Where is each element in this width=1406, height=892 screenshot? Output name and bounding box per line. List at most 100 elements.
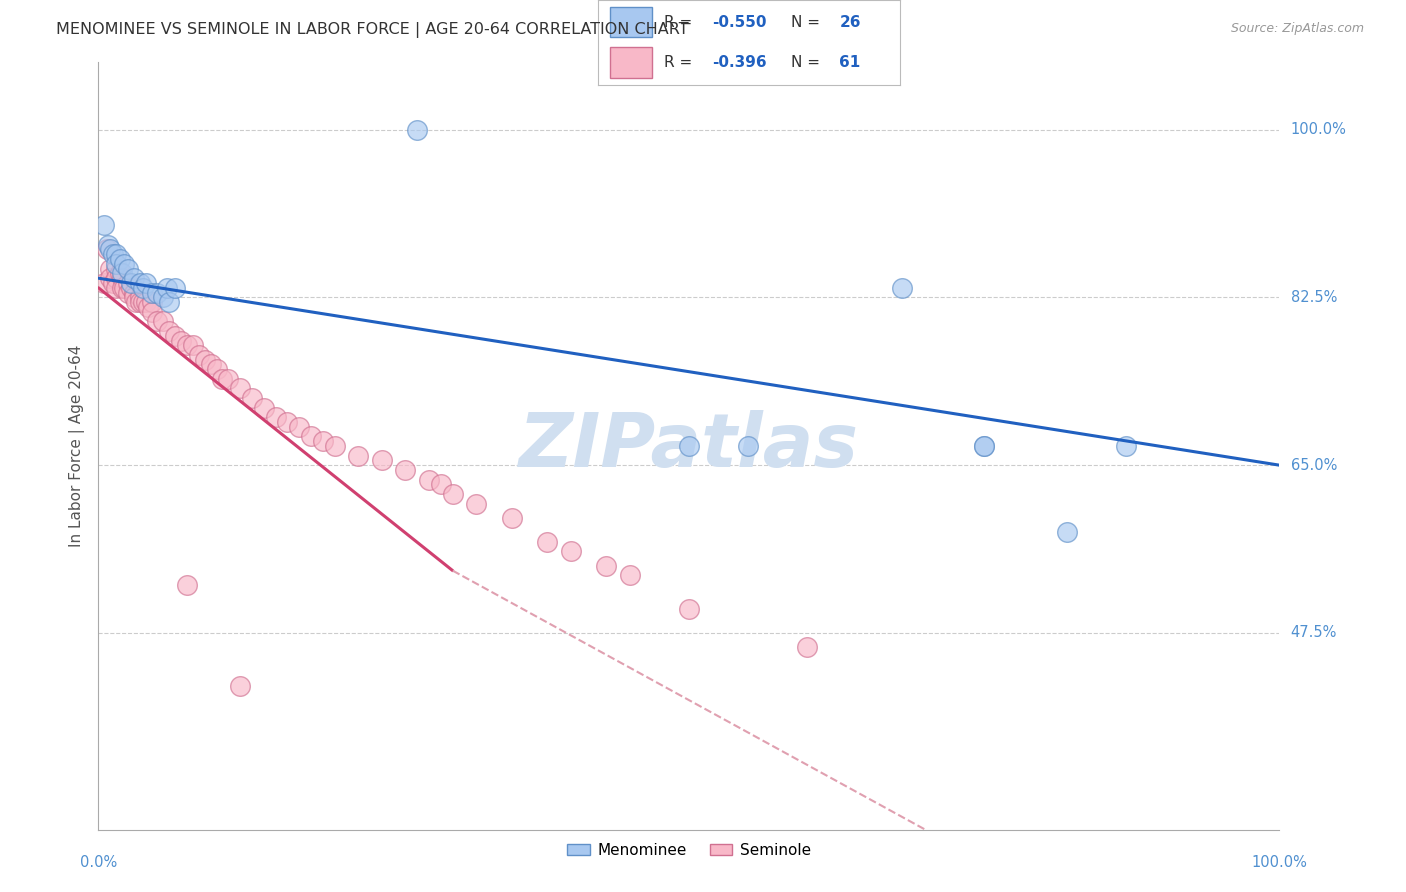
Point: [973, 439, 995, 453]
Point: [125, 295, 148, 310]
Point: [288, 420, 311, 434]
Point: [595, 558, 617, 573]
Point: [394, 463, 416, 477]
Point: [536, 535, 558, 549]
Point: [135, 276, 157, 290]
Point: [141, 295, 163, 310]
Point: [112, 281, 135, 295]
Point: [1056, 525, 1078, 540]
Point: [96, 243, 118, 257]
Point: [117, 276, 139, 290]
Point: [406, 122, 429, 136]
Point: [371, 453, 394, 467]
Point: [973, 439, 995, 453]
Point: [176, 578, 198, 592]
Point: [165, 328, 187, 343]
Text: MENOMINEE VS SEMINOLE IN LABOR FORCE | AGE 20-64 CORRELATION CHART: MENOMINEE VS SEMINOLE IN LABOR FORCE | A…: [56, 22, 689, 38]
Point: [796, 640, 818, 655]
Point: [98, 243, 121, 257]
Point: [146, 285, 169, 300]
Point: [122, 290, 145, 304]
Text: -0.550: -0.550: [713, 14, 766, 29]
Bar: [610, 47, 652, 78]
Text: 47.5%: 47.5%: [1291, 625, 1337, 640]
Point: [152, 290, 174, 304]
Text: 100.0%: 100.0%: [1251, 855, 1308, 870]
Point: [111, 281, 134, 295]
Text: N =: N =: [792, 55, 825, 70]
Point: [132, 295, 155, 310]
Point: [108, 252, 131, 266]
Point: [121, 276, 143, 290]
Text: R =: R =: [664, 55, 697, 70]
Point: [430, 477, 453, 491]
Text: 100.0%: 100.0%: [1291, 122, 1347, 137]
Point: [200, 358, 222, 372]
Point: [560, 544, 582, 558]
Point: [111, 271, 134, 285]
Point: [156, 281, 179, 295]
Point: [170, 334, 193, 348]
Point: [128, 295, 150, 310]
Point: [240, 391, 263, 405]
Point: [101, 276, 124, 290]
Point: [105, 247, 128, 261]
Point: [141, 285, 163, 300]
Point: [501, 511, 523, 525]
Point: [128, 276, 150, 290]
Point: [112, 257, 135, 271]
Point: [108, 267, 131, 281]
Point: [205, 362, 228, 376]
Point: [117, 261, 139, 276]
Point: [229, 679, 252, 693]
Point: [97, 237, 120, 252]
Point: [619, 568, 641, 582]
Text: 61: 61: [839, 55, 860, 70]
Point: [146, 314, 169, 328]
Point: [141, 304, 163, 318]
Point: [187, 348, 209, 362]
Point: [678, 602, 700, 616]
Point: [737, 439, 759, 453]
Point: [347, 449, 370, 463]
Text: -0.396: -0.396: [713, 55, 768, 70]
Point: [1115, 439, 1137, 453]
Point: [135, 295, 157, 310]
Point: [465, 496, 488, 510]
Point: [132, 281, 155, 295]
Point: [111, 267, 134, 281]
Point: [890, 281, 912, 295]
Y-axis label: In Labor Force | Age 20-64: In Labor Force | Age 20-64: [69, 345, 84, 547]
Text: R =: R =: [664, 14, 697, 29]
Point: [323, 439, 346, 453]
Point: [105, 261, 128, 276]
Point: [157, 324, 180, 338]
Point: [312, 434, 335, 449]
Point: [229, 382, 252, 396]
Point: [157, 295, 180, 310]
Text: ZIPatlas: ZIPatlas: [519, 409, 859, 483]
Point: [194, 352, 217, 367]
Text: 65.0%: 65.0%: [1291, 458, 1337, 473]
Point: [165, 281, 187, 295]
Point: [276, 415, 298, 429]
Text: 26: 26: [839, 14, 860, 29]
Point: [264, 410, 287, 425]
Point: [93, 219, 115, 233]
Point: [105, 257, 128, 271]
Text: Source: ZipAtlas.com: Source: ZipAtlas.com: [1230, 22, 1364, 36]
Text: 0.0%: 0.0%: [80, 855, 117, 870]
Legend: Menominee, Seminole: Menominee, Seminole: [561, 837, 817, 864]
Point: [136, 300, 159, 314]
Point: [93, 276, 115, 290]
Text: 82.5%: 82.5%: [1291, 290, 1337, 305]
Text: N =: N =: [792, 14, 825, 29]
Point: [253, 401, 276, 415]
Point: [121, 281, 143, 295]
Point: [122, 271, 145, 285]
Point: [217, 372, 239, 386]
Point: [441, 487, 464, 501]
Point: [211, 372, 233, 386]
Point: [678, 439, 700, 453]
Point: [176, 338, 198, 352]
